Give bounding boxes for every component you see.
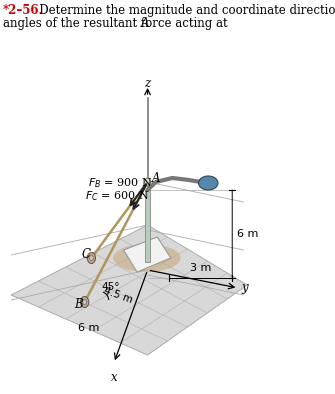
Polygon shape bbox=[124, 237, 171, 272]
Bar bbox=[145, 190, 150, 262]
Polygon shape bbox=[11, 225, 247, 355]
Circle shape bbox=[89, 255, 93, 260]
Text: 6 m: 6 m bbox=[237, 229, 258, 239]
Text: 6 m: 6 m bbox=[78, 323, 99, 333]
Circle shape bbox=[87, 253, 95, 264]
Text: y: y bbox=[241, 281, 248, 294]
Text: $F_B$ = 900 N: $F_B$ = 900 N bbox=[88, 176, 153, 190]
Circle shape bbox=[80, 297, 89, 307]
Text: .: . bbox=[146, 17, 150, 30]
Ellipse shape bbox=[199, 176, 218, 190]
Text: x: x bbox=[111, 371, 117, 384]
Circle shape bbox=[83, 299, 86, 305]
Text: 4.5 m: 4.5 m bbox=[103, 285, 134, 305]
Text: A: A bbox=[152, 171, 160, 184]
Text: 45°: 45° bbox=[101, 282, 120, 292]
Text: z: z bbox=[144, 77, 151, 90]
Text: *2–56.: *2–56. bbox=[3, 4, 44, 17]
Text: $F_C$ = 600 N: $F_C$ = 600 N bbox=[85, 189, 149, 203]
Text: A: A bbox=[141, 17, 149, 30]
Text: C: C bbox=[82, 249, 91, 262]
Ellipse shape bbox=[113, 244, 181, 272]
Circle shape bbox=[145, 178, 150, 186]
Bar bbox=[147, 97, 148, 190]
Text: Determine the magnitude and coordinate direction: Determine the magnitude and coordinate d… bbox=[28, 4, 335, 17]
Text: angles of the resultant force acting at: angles of the resultant force acting at bbox=[3, 17, 231, 30]
Text: 3 m: 3 m bbox=[190, 263, 211, 273]
Text: B: B bbox=[74, 297, 83, 310]
